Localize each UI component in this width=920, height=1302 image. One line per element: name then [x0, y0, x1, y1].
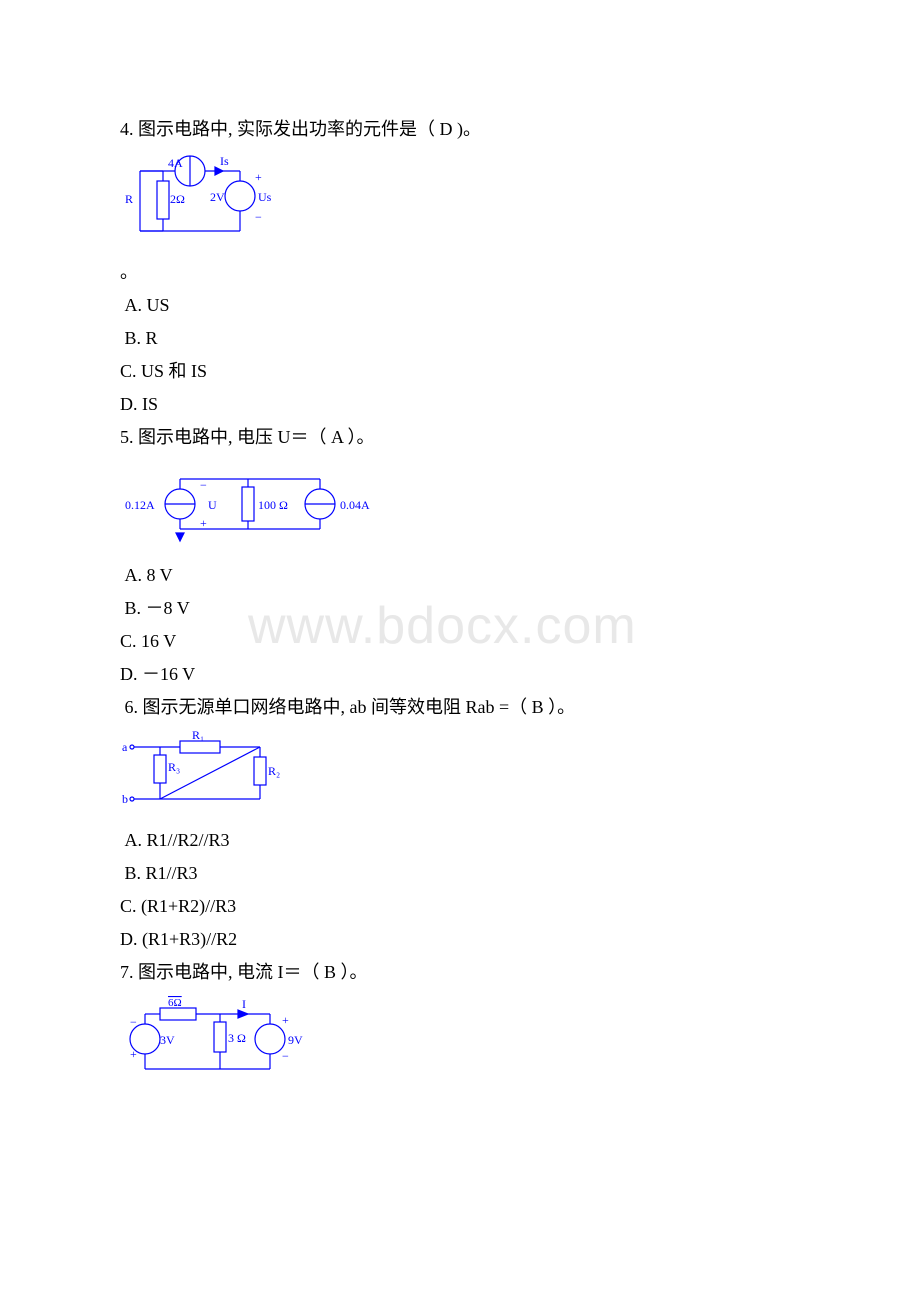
q6-text: 图示无源单口网络电路中, ab 间等效电阻 Rab =（ B ）。: [143, 697, 576, 717]
q6-r1: R₁: [192, 729, 204, 742]
q7-number: 7: [120, 962, 129, 982]
q7-text: 图示电路中, 电流 I＝（ B ）。: [138, 962, 368, 982]
q5-opt-a: A. 8 V: [120, 562, 800, 589]
q4-opt-c: C. US 和 IS: [120, 358, 800, 385]
q7-plus-l: +: [130, 1047, 137, 1061]
q4-label-2ohm: 2Ω: [170, 192, 185, 206]
q5-label-u: U: [208, 498, 217, 512]
q4-label-2v: 2V: [210, 190, 225, 204]
q7-I: I: [242, 997, 246, 1011]
q7-3ohm: 3 Ω: [228, 1031, 246, 1045]
q4-text: 图示电路中, 实际发出功率的元件是（ D )。: [138, 119, 481, 139]
q4-circuit-diagram: 4A Is R 2Ω 2V Us + −: [120, 151, 800, 251]
q6-r3: R₃: [168, 760, 180, 774]
q4-plus: +: [255, 170, 262, 184]
q7-minus-r: −: [282, 1049, 289, 1063]
q6-prompt: 6. 图示无源单口网络电路中, ab 间等效电阻 Rab =（ B ）。: [120, 694, 800, 721]
q5-label-100: 100 Ω: [258, 498, 288, 512]
q4-number: 4: [120, 119, 129, 139]
q6-term-a: a: [122, 740, 128, 754]
q5-opt-b: B. －8 V: [120, 595, 800, 622]
q5-prompt: 5. 图示电路中, 电压 U＝（ A ）。: [120, 424, 800, 451]
q5-minus: −: [200, 478, 207, 492]
q5-label-left: 0.12A: [125, 498, 155, 512]
q5-opt-d: D. －16 V: [120, 661, 800, 688]
q6-opt-d: D. (R1+R3)//R2: [120, 926, 800, 953]
q4-label-is: Is: [220, 154, 229, 168]
q7-minus-l: −: [130, 1015, 137, 1029]
q4-opt-a: A. US: [120, 292, 800, 319]
q5-label-right: 0.04A: [340, 498, 370, 512]
q4-opt-b: B. R: [120, 325, 800, 352]
q5-opt-d-text: －16 V: [142, 664, 195, 684]
q4-post-diagram: 。: [120, 259, 800, 286]
q5-opt-c: C. 16 V: [120, 628, 800, 655]
q7-3v: 3V: [160, 1033, 175, 1047]
q6-opt-b-text: R1//R3: [146, 863, 198, 883]
q5-opt-b-text: －8 V: [146, 598, 190, 618]
q5-circuit-diagram: 0.12A U 100 Ω 0.04A − +: [120, 459, 800, 554]
q4-prompt: 4. 图示电路中, 实际发出功率的元件是（ D )。: [120, 116, 800, 143]
q6-opt-c: C. (R1+R2)//R3: [120, 893, 800, 920]
q6-number: 6: [125, 697, 134, 717]
q4-opt-d: D. IS: [120, 391, 800, 418]
q5-text: 图示电路中, 电压 U＝（ A ）。: [138, 427, 375, 447]
q5-opt-a-text: 8 V: [147, 565, 173, 585]
q5-plus: +: [200, 516, 207, 530]
q6-opt-a-text: R1//R2//R3: [147, 830, 230, 850]
q7-prompt: 7. 图示电路中, 电流 I＝（ B ）。: [120, 959, 800, 986]
q4-label-4a: 4A: [168, 156, 183, 170]
q5-opt-c-text: 16 V: [141, 631, 176, 651]
q6-opt-a: A. R1//R2//R3: [120, 827, 800, 854]
q6-opt-c-text: (R1+R2)//R3: [141, 896, 236, 916]
content-area: 4. 图示电路中, 实际发出功率的元件是（ D )。: [120, 116, 800, 1089]
q4-label-r: R: [125, 192, 133, 206]
q5-number: 5: [120, 427, 129, 447]
q4-label-us: Us: [258, 190, 272, 204]
q4-opt-d-text: IS: [142, 394, 158, 414]
q6-opt-d-text: (R1+R3)//R2: [142, 929, 237, 949]
q6-circuit-diagram: a b R₁ R₂ R₃: [120, 729, 800, 819]
q7-9v: 9V: [288, 1033, 303, 1047]
q7-6ohm: 6Ω: [168, 997, 182, 1009]
q4-opt-c-text: US 和 IS: [141, 361, 207, 381]
q6-r2: R₂: [268, 764, 280, 778]
q7-circuit-diagram: 6Ω 3V 3 Ω 9V I − + + −: [120, 994, 800, 1089]
q4-minus: −: [255, 210, 262, 224]
q4-opt-b-text: R: [146, 328, 158, 348]
q7-plus-r: +: [282, 1013, 289, 1027]
q6-opt-b: B. R1//R3: [120, 860, 800, 887]
q4-opt-a-text: US: [147, 295, 170, 315]
q6-term-b: b: [122, 792, 128, 806]
